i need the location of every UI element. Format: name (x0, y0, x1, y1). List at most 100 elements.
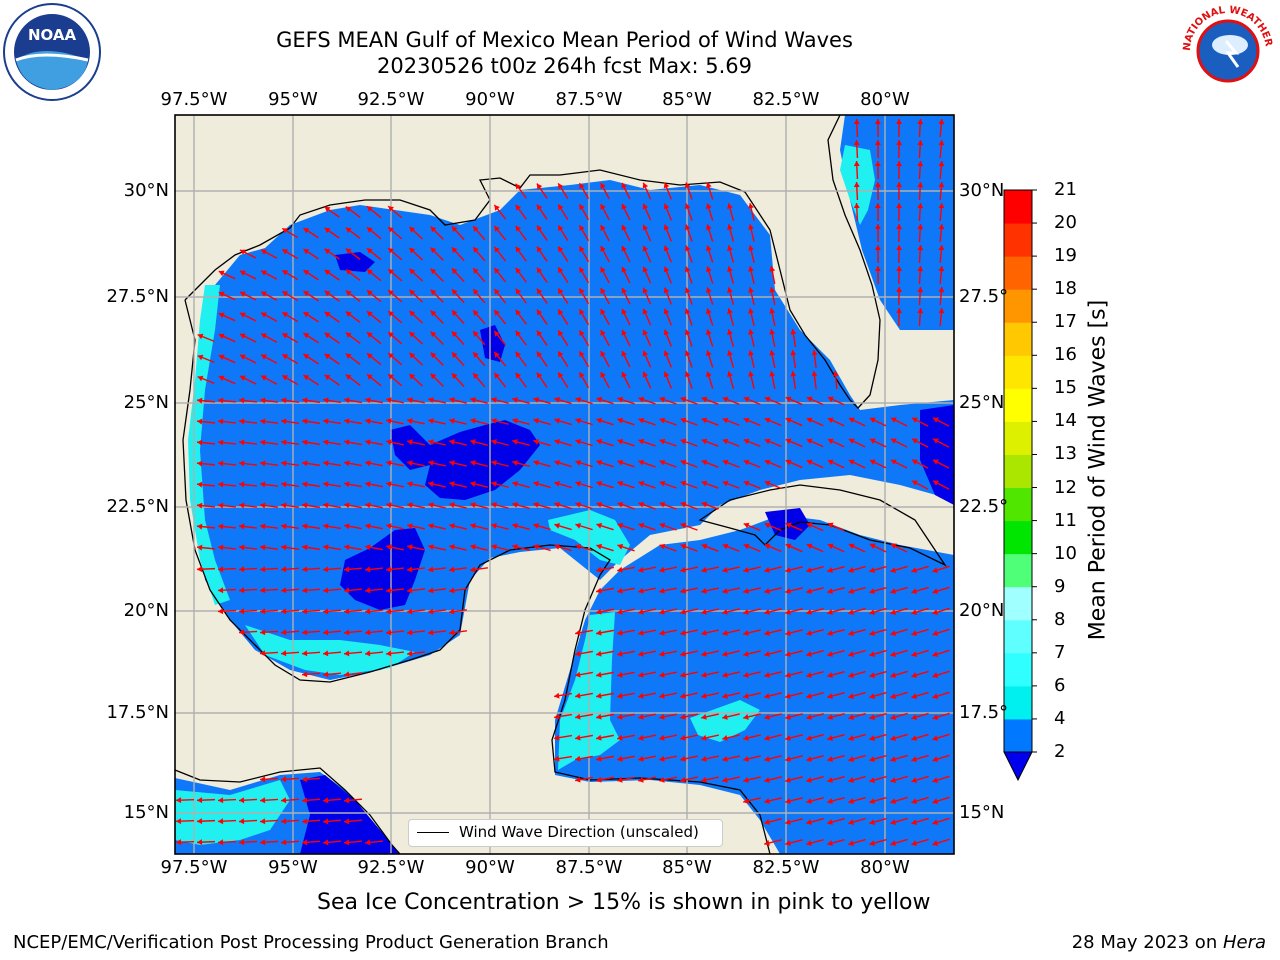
wind-arrow-head (302, 397, 308, 404)
colorbar-segment (1004, 223, 1032, 257)
wind-arrow-head (848, 588, 854, 594)
wind-arrow-head (684, 329, 691, 336)
wind-arrow-head (896, 287, 903, 293)
wind-arrow-head (701, 734, 707, 741)
lon-tick-top: 80°W (860, 89, 910, 110)
wind-arrow-head (282, 333, 289, 339)
wind-arrow-head (785, 798, 791, 804)
wind-arrow-head (491, 544, 497, 550)
wind-arrow-head (554, 501, 561, 508)
wind-arrow-head (281, 397, 287, 404)
wind-arrow-head (806, 672, 812, 678)
wind-arrow-head (722, 587, 728, 594)
wind-arrow-head (896, 224, 903, 230)
wind-arrow-head (890, 438, 897, 444)
wind-arrow-head (764, 777, 770, 783)
colorbar-tick-label: 18 (1054, 278, 1077, 300)
wind-arrow-head (890, 693, 897, 700)
wind-arrow-head (407, 544, 413, 551)
wind-arrow-head (281, 418, 287, 425)
wind-arrow-head (722, 417, 729, 424)
wind-arrow-head (407, 418, 413, 425)
wind-arrow-head (558, 225, 564, 232)
wind-arrow-head (743, 630, 749, 636)
wind-arrow-head (705, 266, 712, 273)
wind-arrow-head (743, 714, 749, 720)
wind-arrow-head (917, 182, 924, 188)
wind-arrow-head (659, 734, 665, 741)
wind-arrow-head (575, 671, 581, 678)
wind-arrow-head (617, 671, 623, 678)
wind-arrow-head (197, 418, 203, 425)
wind-arrow-head (743, 459, 750, 466)
wind-arrow-head (575, 417, 582, 424)
wind-arrow-head (386, 523, 392, 530)
wind-arrow-head (869, 840, 875, 846)
wind-arrow-head (579, 225, 585, 232)
wind-arrow-head (748, 308, 754, 314)
wind-arrow-head (848, 735, 854, 741)
wind-arrow-head (282, 249, 289, 255)
wind-arrow-head (260, 608, 266, 615)
wind-arrow-head (911, 588, 918, 595)
wind-arrow-head (764, 567, 770, 573)
wind-arrow-head (386, 566, 392, 573)
wind-arrow-head (938, 287, 945, 293)
wind-arrow-head (473, 352, 479, 358)
wind-arrow-head (848, 756, 854, 762)
wind-arrow-head (785, 672, 791, 678)
wind-arrow-head (785, 630, 791, 636)
wind-arrow-head (473, 268, 479, 274)
wind-arrow-head (853, 140, 860, 146)
wind-arrow-head (705, 203, 712, 210)
wind-arrow-head (409, 352, 416, 359)
wind-arrow-head (515, 351, 522, 358)
wind-arrow-head (827, 438, 834, 445)
wind-arrow-head (345, 311, 352, 318)
wind-arrow-head (769, 287, 776, 293)
wind-arrow-head (470, 460, 476, 466)
map-legend: Wind Wave Direction (unscaled) (408, 819, 723, 847)
wind-arrow-head (494, 225, 500, 232)
colorbar-segment (1004, 454, 1032, 489)
wind-arrow-head (239, 249, 246, 255)
wind-arrow-head (558, 351, 564, 358)
wind-arrow-head (344, 439, 350, 446)
wind-arrow-head (282, 312, 289, 318)
wind-arrow-head (727, 287, 733, 293)
wind-arrow-head (722, 713, 728, 720)
wind-arrow-head (705, 182, 712, 189)
wind-arrow-head (617, 566, 623, 573)
wind-arrow-head (684, 287, 691, 294)
wind-arrow-head (579, 267, 585, 274)
wind-arrow-head (451, 268, 458, 275)
wind-arrow-head (764, 819, 770, 825)
wind-arrow-head (515, 288, 522, 295)
wind-arrow-head (449, 629, 455, 636)
wind-arrow-head (722, 543, 729, 550)
wind-arrow-head (515, 330, 522, 337)
wind-arrow-head (409, 310, 416, 317)
wind-arrow-head (743, 777, 749, 783)
wind-arrow-head (727, 266, 733, 272)
wind-arrow-head (197, 839, 203, 846)
wind-arrow-head (303, 333, 310, 339)
wind-arrow-head (558, 330, 564, 337)
wind-arrow-head (917, 224, 924, 230)
wind-arrow-head (785, 651, 791, 657)
lon-tick-bottom: 85°W (662, 857, 712, 878)
wind-arrow-head (218, 397, 224, 404)
wind-arrow-head (911, 756, 918, 763)
wind-arrow-head (260, 397, 266, 404)
wind-arrow-head (323, 797, 329, 804)
wind-arrow-head (638, 459, 645, 466)
wind-arrow-head (554, 692, 560, 699)
wind-arrow-head (938, 203, 945, 209)
wind-arrow-head (600, 309, 606, 315)
wind-arrow-head (874, 119, 881, 125)
wind-arrow-head (600, 351, 606, 357)
wind-arrow-head (345, 269, 352, 276)
wind-arrow-head (769, 371, 776, 377)
wind-arrow-head (896, 119, 903, 125)
wind-arrow-head (600, 204, 606, 210)
